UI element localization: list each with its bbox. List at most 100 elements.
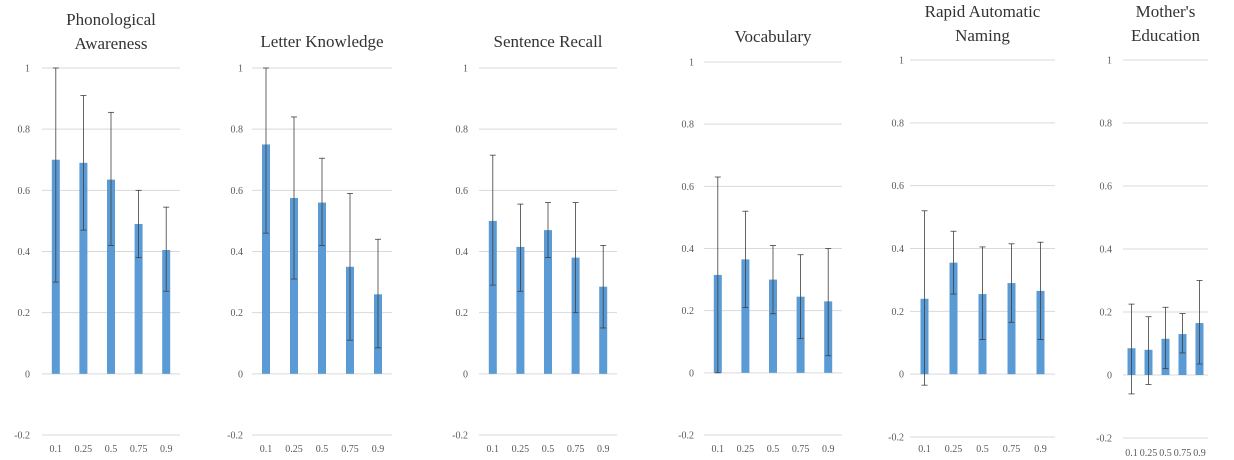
y-tick-label: 0.2 [1100,308,1113,319]
bar [488,220,497,374]
y-tick-label: 0.6 [682,182,695,193]
y-tick-label: 0.8 [18,125,31,136]
chart-title-line: Education [1131,26,1200,45]
chart-title-line: Phonological [66,10,156,29]
chart-title-line: Sentence Recall [493,32,602,51]
x-category-label: 0.5 [1159,448,1172,459]
x-category-label: 0.9 [1034,444,1047,455]
y-tick-label: -0.2 [452,431,468,442]
y-tick-label: 0.2 [231,308,244,319]
chart-title-line: Rapid Automatic [925,2,1041,21]
x-category-label: 0.1 [487,444,500,455]
y-tick-label: -0.2 [1096,434,1112,445]
y-tick-label: 1 [1107,56,1112,67]
bar [544,230,552,374]
chart-panel-1: Phonological Awareness -0.2 0 0.2 0.4 0.6 0.8 1 0… [14,10,180,455]
y-tick-label: 0.4 [1100,245,1113,256]
y-tick-label: 0.8 [1100,119,1113,130]
y-tick-label: 1 [899,56,904,67]
y-tick-label: 0.6 [18,186,31,197]
x-category-label: 0.25 [285,444,303,455]
x-category-label: 0.75 [567,444,585,455]
y-tick-label: 0.2 [682,306,695,317]
x-category-label: 0.25 [1140,448,1158,459]
x-category-label: 0.1 [918,444,931,455]
y-tick-label: 0 [689,368,694,379]
x-category-label: 0.75 [792,444,810,455]
bar [599,286,608,374]
chart-panel-4: Vocabulary -0.2 0 0.2 0.4 0.6 0.8 1 0.1 0.25 0.5 0.… [678,27,842,455]
y-tick-label: 1 [25,64,30,75]
bar [162,249,171,374]
y-tick-label: 0 [899,370,904,381]
y-tick-label: 1 [689,58,694,69]
y-tick-label: 0.4 [231,247,244,258]
x-category-label: 0.5 [542,444,555,455]
y-tick-label: 0.8 [682,120,695,131]
y-tick-label: 0 [25,369,30,380]
chart-title-line: Naming [955,26,1010,45]
x-category-label: 0.75 [130,444,148,455]
bar [262,144,270,374]
x-category-label: 0.5 [767,444,780,455]
x-category-label: 0.25 [737,444,755,455]
bar [107,179,115,374]
x-category-label: 0.25 [512,444,530,455]
bar [769,279,777,373]
x-category-label: 0.1 [712,444,725,455]
chart-title-line: Vocabulary [734,27,812,46]
chart-panel-3: Sentence Recall -0.2 0 0.2 0.4 0.6 0.8 1 0.1 0.25… [452,32,617,455]
y-tick-label: -0.2 [227,431,243,442]
x-category-label: 0.9 [822,444,835,455]
y-tick-label: -0.2 [14,431,30,442]
x-category-label: 0.1 [260,444,273,455]
x-category-label: 0.75 [1174,448,1192,459]
x-category-label: 0.5 [105,444,118,455]
y-tick-label: -0.2 [678,431,694,442]
x-category-label: 0.5 [976,444,989,455]
chart-title-line: Awareness [74,34,147,53]
y-tick-label: 0.2 [456,308,469,319]
y-tick-label: 0.4 [18,247,31,258]
y-tick-label: 0.2 [892,307,905,318]
chart-panel-5: Rapid Automatic Naming -0.2 0 0.2 0.4 0.6 0.8 1 0… [888,2,1055,455]
bar [949,262,958,375]
y-tick-label: 0.8 [456,125,469,136]
chart-title-line: Mother's [1136,2,1196,21]
bar [79,162,88,374]
y-tick-label: 0.6 [892,181,905,192]
x-category-label: 0.9 [160,444,173,455]
y-tick-label: 0.2 [18,308,31,319]
y-tick-label: -0.2 [888,433,904,444]
chart-title-line: Letter Knowledge [260,32,383,51]
x-category-label: 0.9 [597,444,610,455]
y-tick-label: 0.6 [1100,182,1113,193]
bar [290,197,298,374]
bar [516,246,525,374]
x-category-label: 0.1 [1125,448,1138,459]
y-tick-label: 0.6 [456,186,469,197]
x-category-label: 0.25 [75,444,93,455]
bar [741,259,750,373]
y-tick-label: 1 [238,64,243,75]
x-category-label: 0.9 [372,444,385,455]
y-tick-label: 0.4 [682,244,695,255]
y-tick-label: 0.8 [231,125,244,136]
y-tick-label: 0 [1107,371,1112,382]
x-category-label: 0.75 [1003,444,1021,455]
chart-panel-2: Letter Knowledge -0.2 0 0.2 0.4 0.6 0.8 1 0.1 0.2… [227,32,392,455]
bar [1007,283,1016,375]
y-tick-label: 0.8 [892,118,905,129]
x-category-label: 0.25 [945,444,963,455]
y-tick-label: 0.6 [231,186,244,197]
bar [1178,334,1187,375]
bar [318,202,326,374]
x-category-label: 0.5 [316,444,329,455]
x-category-label: 0.9 [1193,448,1206,459]
bar [134,223,143,374]
y-tick-label: 0.4 [892,244,905,255]
y-tick-label: 1 [463,64,468,75]
y-tick-label: 0 [238,369,243,380]
